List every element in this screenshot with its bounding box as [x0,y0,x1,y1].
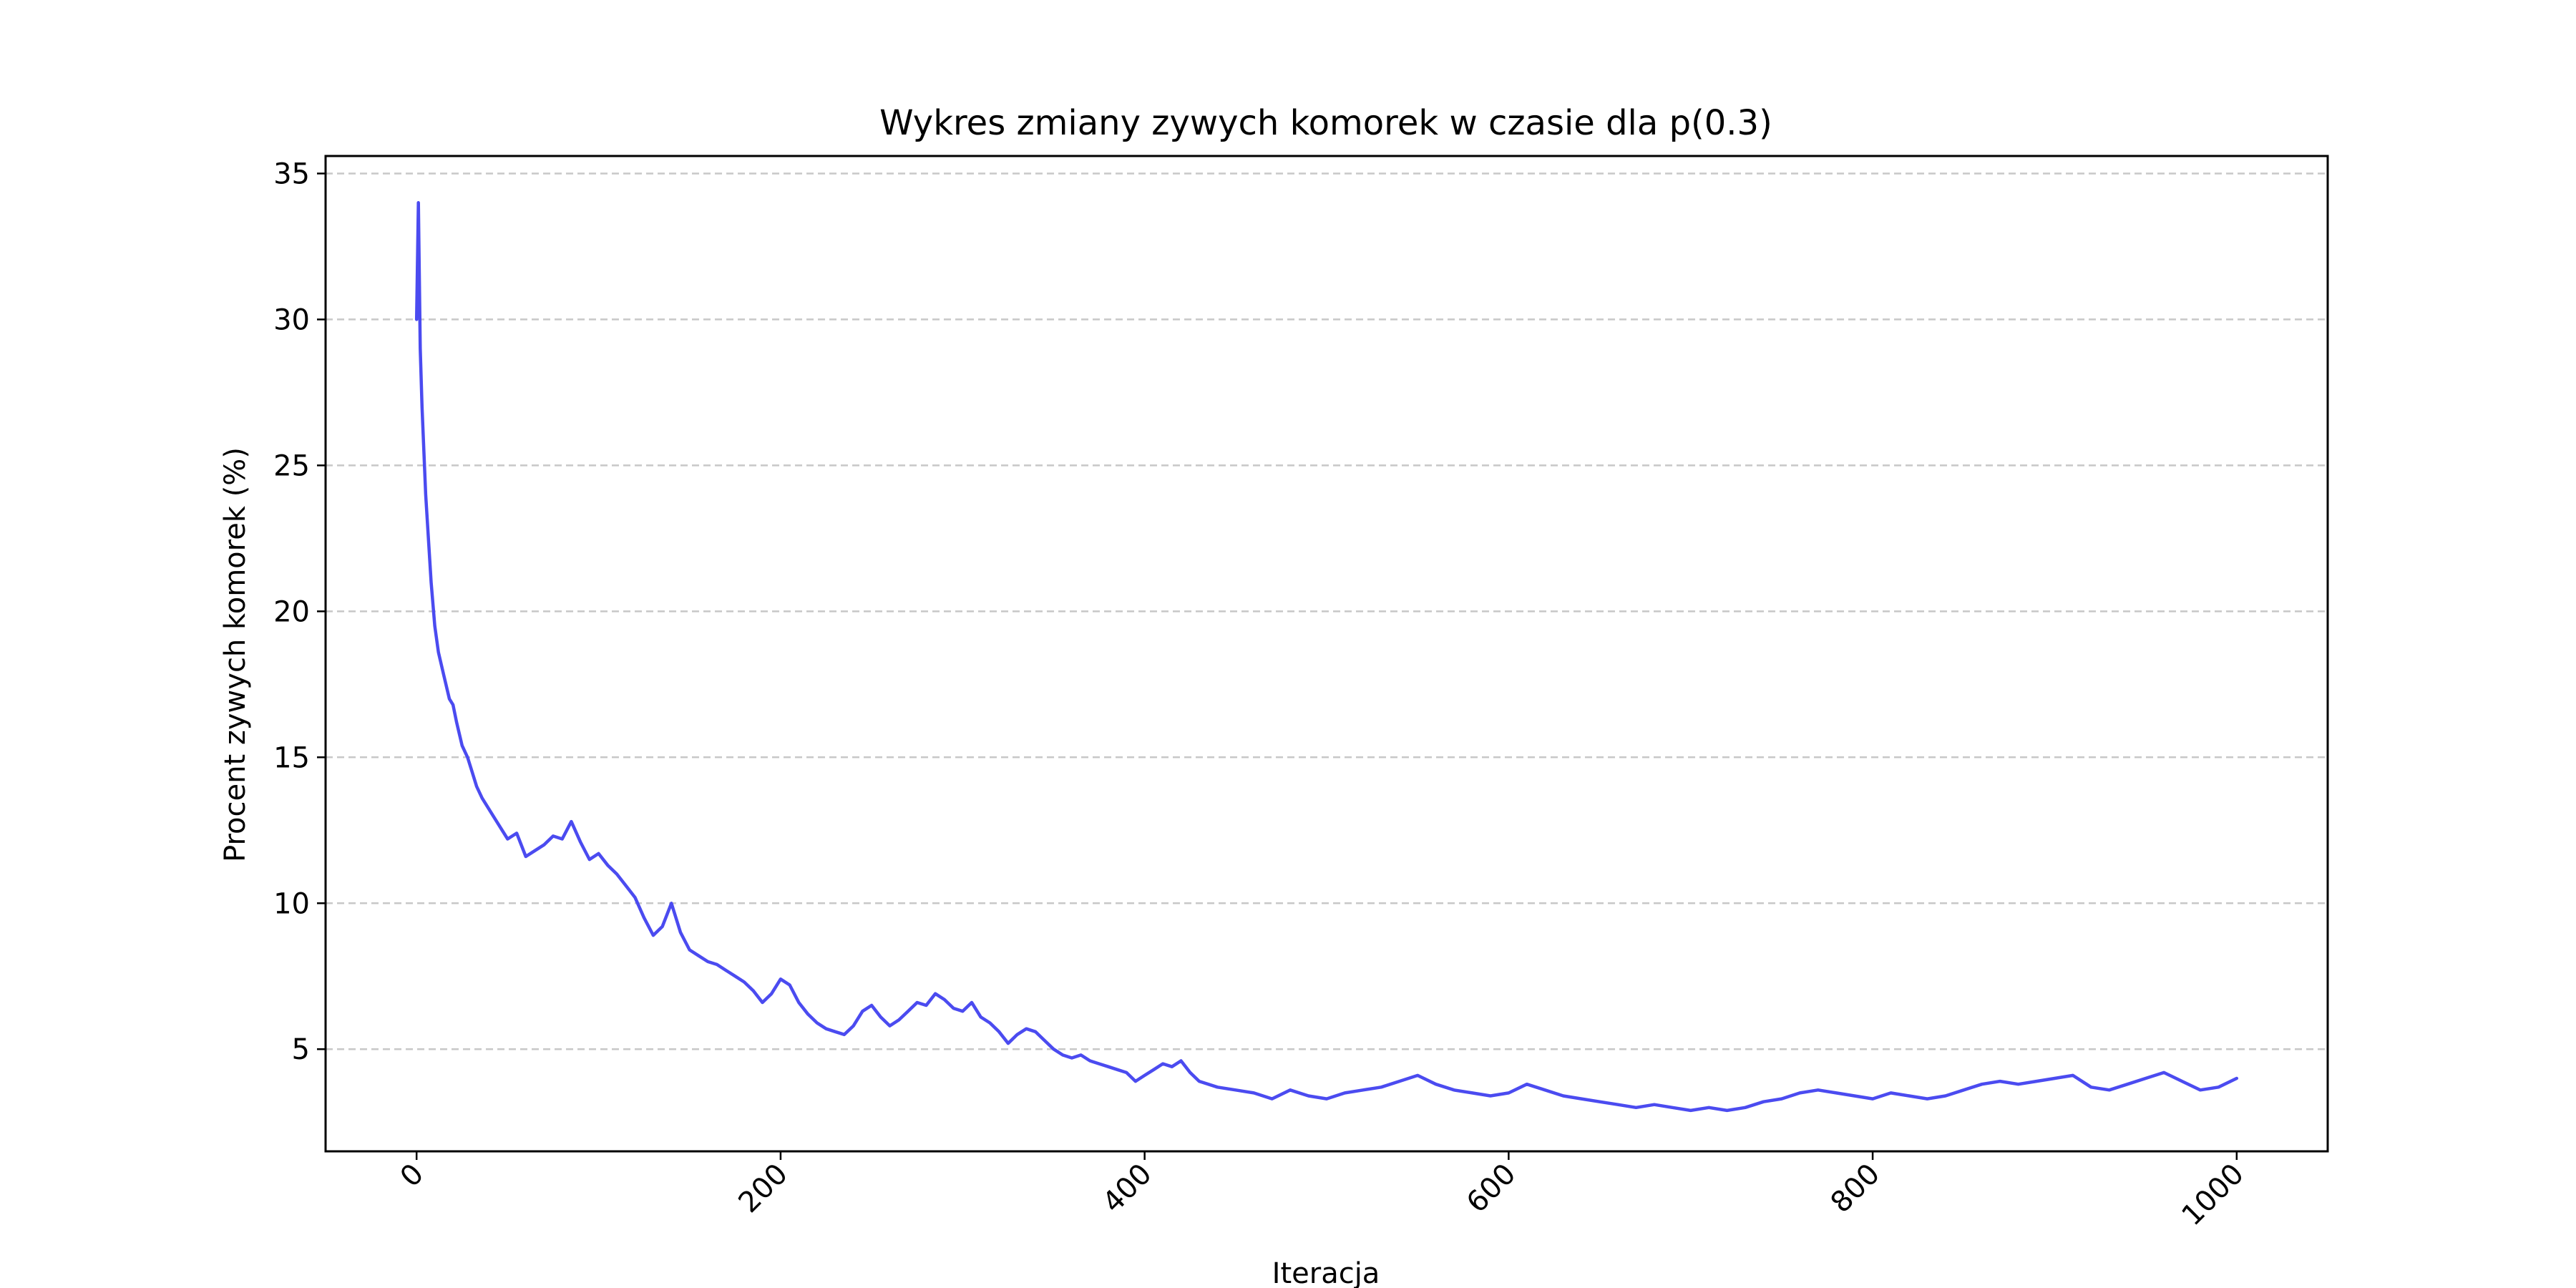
chart-title: Wykres zmiany zywych komorek w czasie dl… [879,103,1772,143]
x-tick-label: 600 [1460,1158,1523,1220]
series-line [414,201,2239,1113]
x-tick-label: 0 [394,1158,431,1194]
x-tick-label: 400 [1096,1158,1158,1220]
y-tick-label: 35 [273,157,310,190]
x-tick-label: 200 [732,1158,794,1220]
y-tick-label: 30 [273,303,310,336]
y-tick-label: 20 [273,595,310,628]
axes-frame [324,155,2329,1153]
y-tick-label: 25 [273,449,310,482]
x-axis-ticks: 0 200 400 600 800 1000 [394,1151,2250,1232]
y-tick-label: 15 [273,741,310,774]
y-gridlines [326,172,2328,1050]
x-tick-label: 1000 [2175,1158,2250,1233]
y-tick-label: 5 [292,1033,310,1066]
x-axis-label: Iteracja [1272,1257,1380,1288]
y-axis-label: Procent zywych komorek (%) [219,447,252,862]
x-tick-label: 800 [1825,1158,1887,1220]
plot-area [414,201,2239,1113]
y-axis-ticks: 5 10 15 20 25 30 35 [273,157,326,1066]
y-tick-label: 10 [273,887,310,920]
